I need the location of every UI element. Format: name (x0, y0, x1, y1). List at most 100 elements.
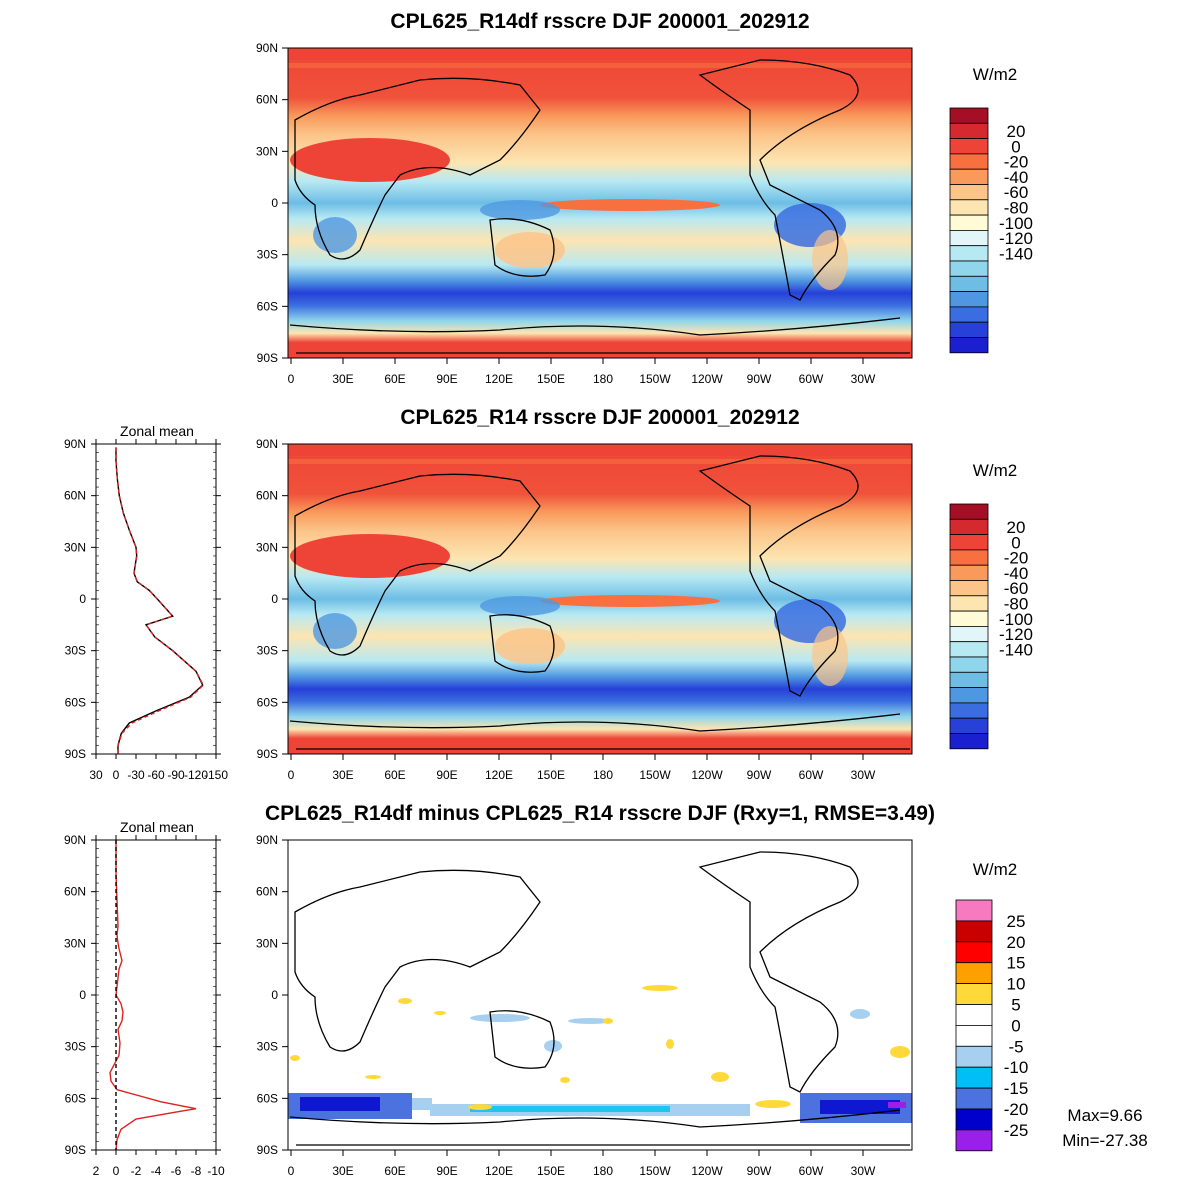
y-tick-label: 90N (256, 833, 278, 847)
colorbar-box (949, 321, 989, 338)
colorbar-label: -140 (999, 640, 1033, 659)
zonal-2-frame (95, 839, 217, 1151)
y-tick-label: 30N (256, 144, 278, 158)
colorbar-label: -10 (1004, 1058, 1029, 1077)
panel-2-maritime-cont (480, 596, 560, 616)
x-tick-label: 30 (89, 768, 103, 782)
x-tick-label: 90W (747, 1164, 772, 1178)
colorbar-label: 15 (1007, 954, 1026, 973)
panel-3-y-ticks: 90N 60N 30N 0 30S 60S 90S (256, 833, 288, 1157)
colorbar-label: 20 (1007, 933, 1026, 952)
panel-3-title: CPL625_R14df minus CPL625_R14 rsscre DJF… (265, 802, 935, 825)
panel-2-colorbar: 200-20-40-60-80-100-120-140 (949, 503, 1033, 750)
x-tick-label: 30E (332, 1164, 353, 1178)
zonal-series-line (115, 447, 205, 754)
x-tick-label: 0 (288, 1164, 295, 1178)
zonal-mean-1: Zonal mean 90N 60N 30N 0 30S 60S 90S 30 0 -30 -60… (64, 423, 228, 782)
x-tick-label: 180 (593, 768, 613, 782)
colorbar-box (949, 153, 989, 170)
colorbar-box (949, 275, 989, 292)
zonal-1-title: Zonal mean (120, 423, 194, 439)
colorbar-label: 10 (1007, 975, 1026, 994)
x-tick-label: -150 (204, 768, 228, 782)
colorbar-box (949, 245, 989, 262)
colorbar-label: -80 (1004, 594, 1029, 613)
colorbar-box (949, 214, 989, 231)
x-tick-label: 60W (799, 1164, 824, 1178)
x-tick-label: 30W (851, 372, 876, 386)
x-tick-label: 120W (691, 1164, 723, 1178)
zonal-2-x-ticks: 2 0 -2 -4 -6 -8 -10 (93, 835, 225, 1178)
panel-2-pacific-band (540, 595, 720, 607)
x-tick-label: 0 (288, 372, 295, 386)
colorbar-box (955, 1045, 993, 1068)
y-tick-label: 60N (64, 885, 86, 899)
x-tick-label: 60E (384, 768, 405, 782)
panel-1-unit: W/m2 (973, 65, 1017, 84)
y-tick-label: 60S (257, 299, 278, 313)
colorbar-box (949, 534, 989, 551)
colorbar-box (949, 733, 989, 750)
x-tick-label: 150E (537, 768, 565, 782)
colorbar-label: -140 (999, 244, 1033, 263)
panel-2-x-ticks: 0 30E 60E 90E 120E 150E 180 150W 120W 90W 60W 30W (288, 754, 876, 782)
panel-3-coastlines (289, 851, 910, 1146)
x-tick-label: -8 (191, 1164, 202, 1178)
colorbar-box (949, 138, 989, 155)
panel-1-colorbar: 200-20-40-60-80-100-120-140 (949, 107, 1033, 354)
panel-mid-map: CPL625_R14 rsscre DJF 200001_202912 90N 6… (256, 406, 1033, 782)
colorbar-label: -60 (1004, 579, 1029, 598)
colorbar-label: -120 (999, 229, 1033, 248)
colorbar-box (949, 564, 989, 581)
y-tick-label: 30S (257, 1040, 278, 1054)
x-tick-label: -4 (151, 1164, 162, 1178)
x-tick-label: 60E (384, 372, 405, 386)
panel-2-sahara (290, 534, 450, 578)
zonal-1-x-ticks: 30 0 -30 -60 -90 -120-150 (89, 439, 228, 782)
colorbar-box (949, 306, 989, 323)
x-tick-label: 90W (747, 768, 772, 782)
y-tick-label: 30S (65, 1040, 86, 1054)
x-tick-label: -10 (207, 1164, 225, 1178)
colorbar-label: -40 (1004, 168, 1029, 187)
colorbar-box (949, 671, 989, 688)
x-tick-label: 90E (436, 768, 457, 782)
y-tick-label: 90N (256, 437, 278, 451)
panel-2-title: CPL625_R14 rsscre DJF 200001_202912 (400, 406, 799, 429)
y-tick-label: 60S (257, 1091, 278, 1105)
colorbar-box (949, 260, 989, 277)
x-tick-label: 150E (537, 1164, 565, 1178)
x-tick-label: -6 (171, 1164, 182, 1178)
colorbar-label: 5 (1011, 996, 1020, 1015)
colorbar-label: -20 (1004, 549, 1029, 568)
colorbar-label: -25 (1004, 1121, 1029, 1140)
y-tick-label: 30S (257, 248, 278, 262)
colorbar-box (949, 610, 989, 627)
colorbar-label: 0 (1011, 1016, 1020, 1035)
colorbar-box (955, 920, 993, 943)
x-tick-label: 60E (384, 1164, 405, 1178)
y-tick-label: 60N (256, 885, 278, 899)
x-tick-label: 30E (332, 372, 353, 386)
colorbar-box (949, 687, 989, 704)
panel-2-australia (495, 628, 565, 664)
x-tick-label: 150W (639, 372, 671, 386)
colorbar-label: -15 (1004, 1079, 1029, 1098)
y-tick-label: 60N (256, 93, 278, 107)
x-tick-label: 180 (593, 372, 613, 386)
panel-3-colorbar: 25 20 15 10 50 -5 -10 -15 -20 -25 (955, 899, 1029, 1152)
colorbar-label: -20 (1004, 1100, 1029, 1119)
y-tick-label: 90N (256, 41, 278, 55)
colorbar-box (949, 580, 989, 597)
x-tick-label: 30E (332, 768, 353, 782)
panel-1-arctic (288, 48, 912, 60)
x-tick-label: 120E (485, 372, 513, 386)
panel-1-maritime-cont (480, 200, 560, 220)
y-tick-label: 30N (256, 540, 278, 554)
colorbar-box (955, 1108, 993, 1131)
colorbar-box (955, 1025, 993, 1047)
y-tick-label: 30S (257, 644, 278, 658)
y-tick-label: 60N (64, 489, 86, 503)
